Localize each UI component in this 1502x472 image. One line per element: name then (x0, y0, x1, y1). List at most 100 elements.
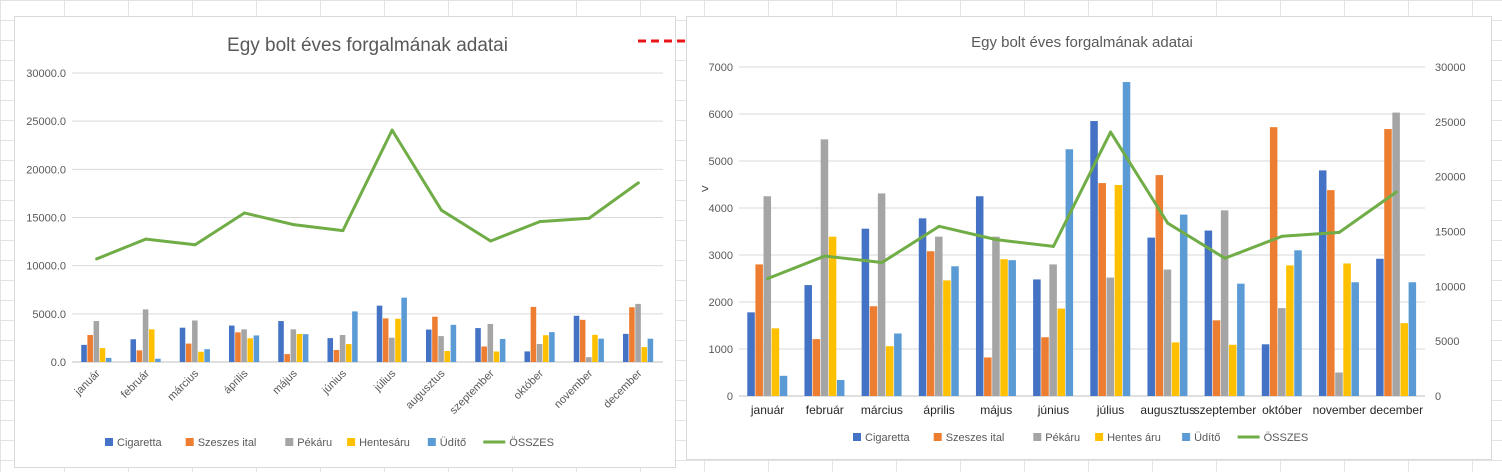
y-tick-label: 20000.0 (26, 164, 66, 176)
bar-cigaretta-augusztus (1147, 237, 1155, 396)
chart-left-container[interactable]: Egy bolt éves forgalmának adatai 0.0 5000.… (14, 16, 676, 468)
bar-cigaretta-januar (81, 344, 87, 362)
bar-szeszes-ital-oktober (1269, 127, 1278, 396)
bar-szeszes-ital-junius (1041, 337, 1049, 396)
bar-pekaru-oktober (1278, 308, 1286, 396)
bar-cigaretta-december (622, 333, 629, 362)
bar-szeszes-ital-januar (755, 264, 763, 396)
point-osszes-aprilis (242, 211, 246, 215)
bar-pekaru-majus (992, 236, 1000, 396)
legend-label-udito: Üdítő (440, 437, 466, 449)
bar-hentes-aru-aprilis (943, 280, 951, 396)
point-osszes-januar (95, 257, 99, 261)
legend-label-szeszes-ital: Szeszes ital (946, 432, 1005, 444)
legend-swatch-hentes-aru (1095, 433, 1104, 441)
bar-hentes-aru-november (1343, 263, 1351, 396)
x-tick-label: február (119, 367, 152, 400)
bar-cigaretta-oktober (1261, 344, 1270, 396)
chart-right-container[interactable]: Egy bolt éves forgalmának adatai 0 1000 200… (686, 16, 1492, 460)
point-osszes-november (1337, 230, 1341, 234)
legend-label-cigaretta: Cigaretta (865, 432, 911, 444)
bar-cigaretta-julius (1090, 121, 1098, 397)
bar-cigaretta-julius (376, 305, 383, 362)
bar-pekaru-junius (339, 335, 346, 362)
bar-hentesaru-szeptember (493, 351, 500, 362)
y-tick-label: 3000 (709, 250, 733, 262)
y2-tick-label: 20000 (1435, 172, 1466, 184)
legend-label-pekaru: Pékáru (1045, 432, 1080, 444)
y-tick-label: 10000.0 (26, 261, 66, 273)
bar-hentes-aru-majus (1000, 259, 1008, 396)
bar-hentesaru-december (641, 347, 648, 362)
bar-szeszes-ital-augusztus (432, 316, 438, 362)
bar-pekaru-augusztus (438, 336, 444, 362)
bar-udito-januar (105, 357, 112, 362)
bar-udito-december (1408, 282, 1417, 396)
bar-hentesaru-januar (99, 348, 106, 362)
legend-swatch-szeszes-ital (185, 438, 194, 446)
bar-cigaretta-november (573, 315, 580, 362)
bar-udito-marcius (204, 349, 210, 362)
bar-udito-oktober (549, 332, 555, 362)
bar-hentesaru-februar (148, 329, 155, 362)
bar-pekaru-januar (763, 196, 772, 396)
bar-hentes-aru-junius (1057, 308, 1065, 396)
y-tick-label: 5000.0 (32, 309, 66, 321)
bar-udito-oktober (1294, 250, 1302, 396)
legend-label-osszes: ÖSSZES (509, 437, 554, 449)
bar-szeszes-ital-majus (984, 357, 992, 396)
bar-pekaru-december (635, 303, 641, 362)
legend-label-udito: Üdítő (1194, 432, 1220, 444)
bar-szeszes-ital-szeptember (481, 346, 487, 362)
y2-tick-label: 0 (1435, 391, 1441, 403)
x-tick-label: június (319, 367, 349, 397)
bar-udito-december (647, 338, 654, 362)
bar-szeszes-ital-november (579, 319, 586, 362)
y2-tick-label: 15000 (1435, 227, 1466, 239)
x-tick-label: február (806, 403, 844, 417)
point-osszes-marcius (193, 243, 197, 247)
legend-swatch-cigaretta (105, 438, 113, 446)
bar-pekaru-februar (142, 309, 149, 362)
bar-udito-aprilis (951, 266, 959, 396)
legend: Cigaretta Szeszes ital Pékáru Hentes áru Üdí… (853, 432, 1308, 444)
bar-szeszes-ital-julius (382, 318, 389, 362)
bar-cigaretta-aprilis (918, 218, 927, 396)
point-osszes-majus (994, 238, 998, 242)
point-osszes-majus (292, 223, 296, 227)
point-osszes-oktober (1280, 234, 1284, 238)
bar-szeszes-ital-marcius (185, 343, 192, 362)
bar-szeszes-ital-szeptember (1212, 320, 1221, 396)
bar-hentes-aru-augusztus (1171, 342, 1180, 396)
legend-swatch-pekaru (1033, 433, 1042, 441)
y-tick-label: 2000 (709, 297, 733, 309)
y2-tick-label: 10000 (1435, 281, 1466, 293)
y-tick-label: 5000 (709, 156, 733, 168)
bar-szeszes-ital-aprilis (926, 251, 935, 396)
bar-cigaretta-augusztus (425, 329, 432, 362)
y-tick-label: 0.0 (51, 357, 66, 369)
chart-left-svg: Egy bolt éves forgalmának adatai 0.0 5000.… (26, 35, 663, 449)
bar-hentesaru-majus (296, 333, 303, 362)
bar-pekaru-julius (1106, 277, 1115, 396)
bar-pekaru-aprilis (935, 236, 943, 396)
point-osszes-julius (1109, 130, 1113, 134)
x-tick-label: május (980, 403, 1012, 417)
bar-udito-szeptember (499, 338, 506, 362)
bar-udito-majus (302, 334, 309, 362)
x-tick-label: június (1037, 403, 1069, 417)
bar-pekaru-majus (290, 329, 297, 362)
bar-pekaru-aprilis (241, 329, 247, 362)
bar-udito-januar (779, 375, 788, 396)
y-tick-label: 6000 (709, 109, 733, 121)
x-tick-label: október (1262, 403, 1302, 417)
y-tick-label: 1000 (709, 344, 733, 356)
bar-pekaru-julius (389, 337, 395, 362)
y2-tick-label: 30000 (1435, 62, 1466, 74)
bar-pekaru-augusztus (1163, 269, 1172, 396)
bar-udito-szeptember (1237, 283, 1245, 396)
bar-cigaretta-marcius (861, 228, 870, 396)
point-osszes-marcius (880, 261, 884, 265)
axis-marker-text: > (701, 181, 709, 196)
x-tick-label: április (923, 403, 954, 417)
